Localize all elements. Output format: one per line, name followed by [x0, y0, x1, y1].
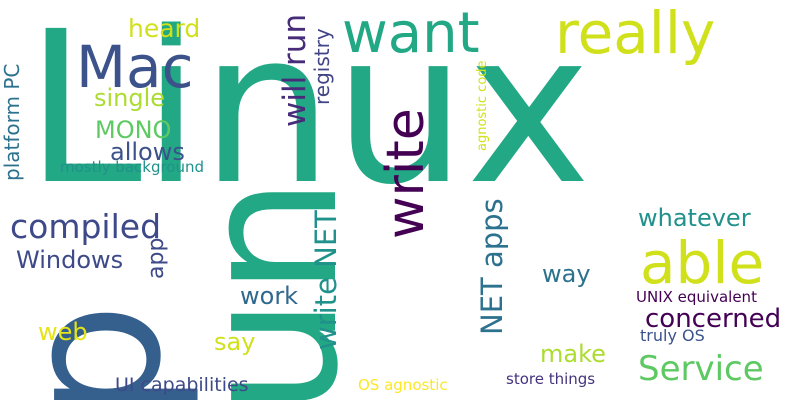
word-app: app: [144, 238, 169, 280]
word-make: make: [540, 340, 606, 368]
word-say: say: [214, 328, 256, 356]
word-unix-equivalent: UNIX equivalent: [636, 288, 757, 306]
word-agnostic-code: agnostic code: [475, 60, 490, 151]
word-write-net: write NET: [309, 210, 343, 350]
word-single: single: [94, 84, 166, 112]
word-truly-os: truly OS: [640, 326, 705, 345]
word-mono: MONO: [95, 116, 172, 144]
word-want: want: [342, 1, 480, 66]
word-linux: Linux: [25, 0, 591, 231]
word-way: way: [542, 260, 591, 288]
word-really: really: [555, 0, 716, 67]
word-mostly-background: mostly background: [60, 158, 205, 176]
word-store-things: store things: [506, 370, 596, 388]
word-heard: heard: [128, 14, 201, 43]
word-ui-capabilities: UI capabilities: [115, 374, 249, 396]
word-able: able: [640, 229, 765, 297]
word-os-agnostic: OS agnostic: [358, 376, 448, 394]
word-work: work: [240, 282, 299, 310]
word-will-run: will run: [277, 14, 313, 128]
word-write: write: [376, 108, 436, 239]
word-service: Service: [638, 349, 764, 389]
word-registry: registry: [310, 28, 334, 105]
word-web: web: [38, 318, 88, 346]
word-whatever: whatever: [638, 204, 751, 232]
word-compiled: compiled: [10, 207, 162, 246]
word-mac: Mac: [76, 33, 194, 101]
word-platform-pc: platform PC: [0, 64, 24, 182]
word-net-apps: NET apps: [475, 198, 509, 335]
word-concerned: concerned: [645, 304, 782, 334]
word-windows: Windows: [16, 246, 124, 274]
word-allows: allows: [110, 138, 185, 166]
